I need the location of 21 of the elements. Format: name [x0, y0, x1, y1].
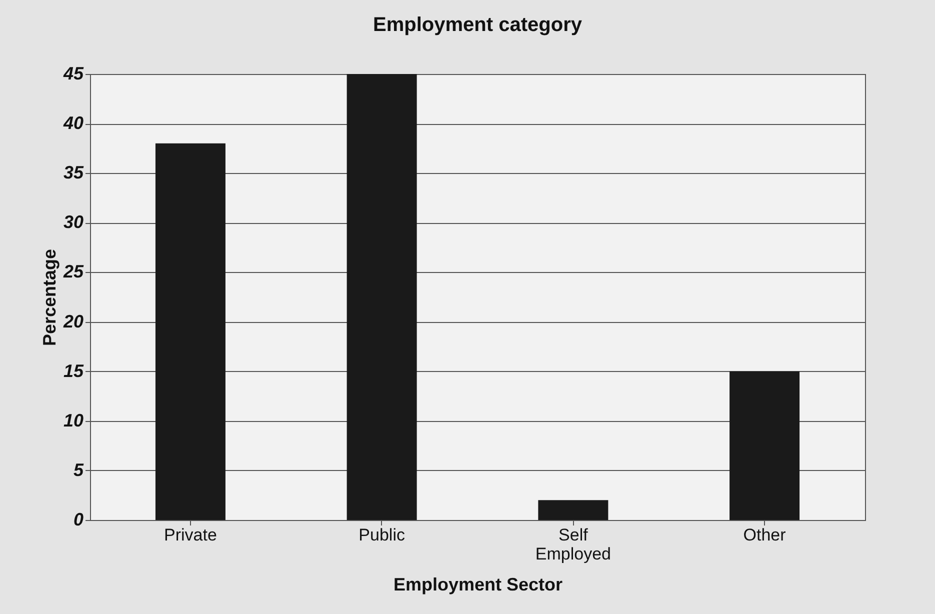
x-axis-title: Employment Sector [393, 574, 563, 594]
x-tick-label: Public [358, 526, 406, 544]
bar [730, 371, 800, 520]
y-axis-title: Percentage [39, 248, 60, 346]
y-tick-label: 0 [73, 510, 84, 530]
bar [538, 500, 608, 520]
x-tick-label: Other [743, 526, 786, 544]
bar [155, 143, 226, 520]
x-tick-label: Self Employed [535, 526, 611, 564]
y-tick-label: 5 [73, 460, 84, 480]
y-tick-label: 25 [62, 262, 84, 282]
y-tick-label: 45 [62, 64, 84, 84]
y-tick-label: 40 [62, 113, 84, 134]
y-tick-label: 15 [63, 360, 84, 381]
y-tick-label: 35 [63, 162, 84, 183]
y-tick-label: 30 [63, 212, 84, 232]
chart-title: Employment category [373, 14, 583, 36]
x-tick-label: Private [164, 526, 217, 544]
bar [346, 74, 417, 520]
y-tick-label: 20 [62, 311, 84, 332]
y-tick-label: 10 [63, 410, 84, 430]
